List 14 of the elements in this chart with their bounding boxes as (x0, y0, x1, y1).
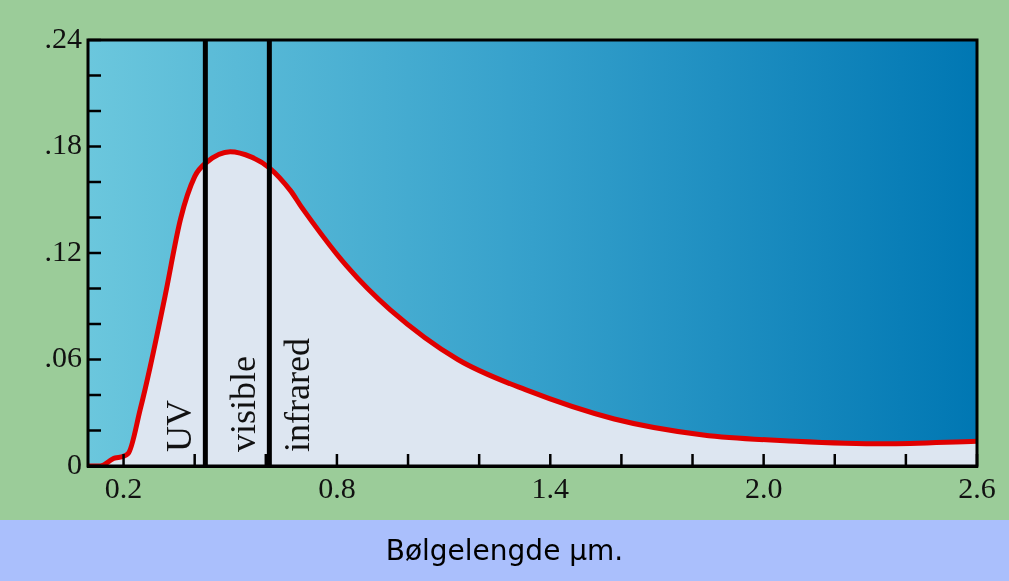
x-tick-label: 1.4 (531, 470, 570, 504)
annotation: visible (222, 356, 263, 452)
x-axis-title: Bølgelengde μm. (384, 533, 625, 569)
x-tick-label: 0.2 (104, 470, 143, 504)
y-tick-label: 0 (67, 446, 82, 480)
annotation: UV (158, 400, 199, 452)
y-tick-label: .24 (44, 20, 82, 54)
y-tick-label: .06 (44, 340, 82, 374)
x-tick-label: 0.8 (318, 470, 356, 504)
y-tick-label: .12 (44, 233, 82, 267)
y-tick-label: .18 (44, 127, 82, 161)
annotation: infrared (276, 338, 317, 452)
x-tick-label: 2.6 (958, 470, 996, 504)
x-tick-label: 2.0 (744, 470, 783, 504)
